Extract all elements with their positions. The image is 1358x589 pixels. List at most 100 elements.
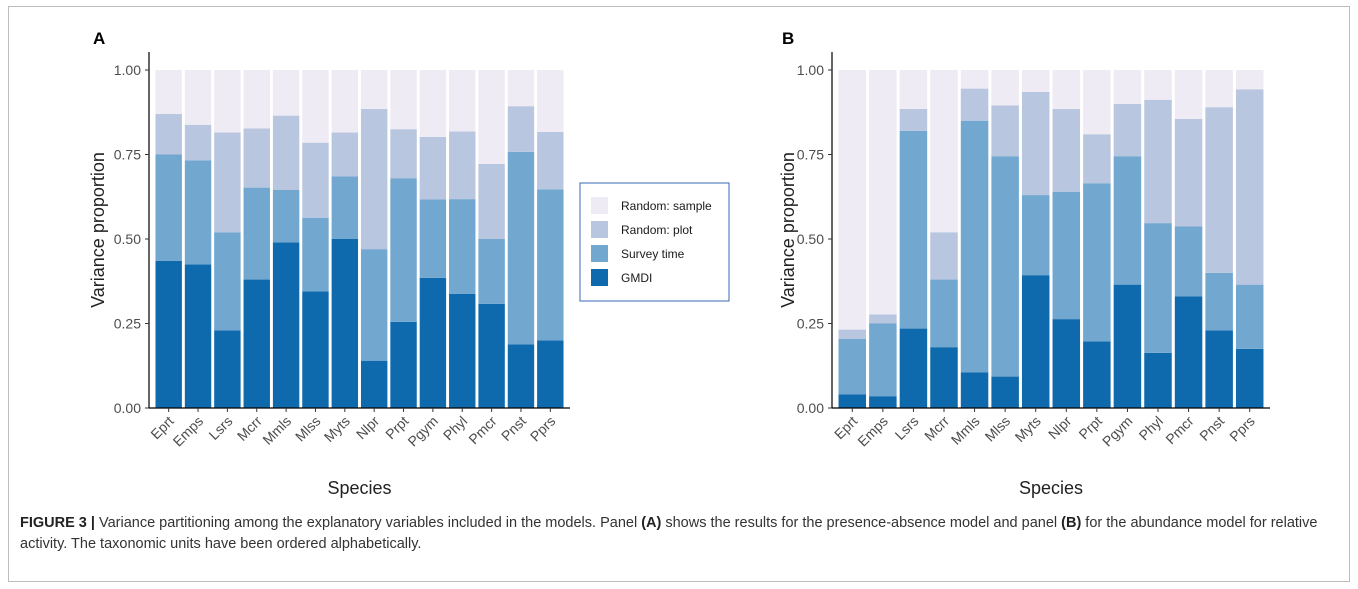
bar-b-nlpr-gmdi [1052, 319, 1081, 408]
x-tick-label-b-nlpr: Nlpr [1045, 413, 1075, 443]
bar-a-eprt-random-plot [155, 113, 182, 155]
bar-a-nlpr-random-sample [360, 70, 388, 109]
bar-a-pgym-gmdi [419, 277, 447, 408]
x-tick-label-a-phyl: Phyl [440, 413, 471, 444]
caption-panel-b: (B) [1061, 515, 1082, 531]
bar-a-phyl-random-plot [449, 131, 476, 200]
x-tick-label-a-mlss: Mlss [292, 413, 324, 445]
y-axis-title-b: Variance proportion [778, 152, 798, 308]
bar-b-prpt-survey-time [1083, 183, 1111, 342]
x-tick-label-b-mmls: Mmls [948, 413, 983, 448]
bar-a-myts-survey-time [331, 176, 359, 239]
bar-b-eprt-gmdi [838, 394, 867, 408]
y-axis-title-a: Variance proportion [88, 152, 108, 308]
bar-b-pnst-survey-time [1205, 272, 1233, 331]
bar-b-emps-random-plot [869, 314, 897, 324]
bar-b-pgym-survey-time [1113, 156, 1142, 285]
bar-b-pnst-gmdi [1205, 330, 1233, 408]
bar-a-mcrr-survey-time [243, 187, 270, 280]
bar-a-mcrr-random-sample [243, 70, 270, 129]
bar-b-pprs-random-plot [1235, 89, 1264, 285]
bar-b-eprt-random-plot [838, 329, 867, 339]
x-tick-label-b-pprs: Pprs [1226, 413, 1258, 445]
caption-text-2: shows the results for the presence-absen… [661, 515, 1062, 531]
legend-key-survey-time [591, 245, 608, 262]
y-tick-label-b-0-75: 0.75 [797, 147, 824, 163]
bar-a-pmcr-random-plot [478, 163, 505, 239]
bar-a-pprs-gmdi [537, 340, 564, 408]
bar-a-mlss-random-sample [302, 70, 329, 143]
bar-b-pgym-random-sample [1113, 70, 1142, 104]
y-tick-label-a-0-25: 0.25 [114, 316, 141, 332]
bar-b-mlss-random-sample [991, 70, 1019, 106]
bar-b-nlpr-survey-time [1052, 191, 1081, 320]
y-tick-label-a-0-00: 0.00 [114, 400, 141, 416]
bar-b-pprs-random-sample [1235, 70, 1264, 90]
caption-text-1: Variance partitioning among the explanat… [94, 515, 642, 531]
bar-b-pnst-random-sample [1205, 70, 1233, 108]
bar-a-pprs-random-sample [537, 70, 564, 132]
bar-b-prpt-gmdi [1083, 341, 1111, 408]
bar-a-pgym-survey-time [419, 199, 447, 278]
bar-a-nlpr-survey-time [360, 249, 388, 361]
bar-a-pnst-survey-time [507, 151, 535, 345]
y-tick-label-b-1-00: 1.00 [797, 62, 824, 78]
bar-a-lsrs-random-sample [214, 70, 241, 133]
bar-a-nlpr-random-plot [360, 108, 388, 250]
bar-b-myts-gmdi [1021, 275, 1050, 408]
legend-label-random-sample: Random: sample [621, 199, 712, 213]
panel-a-label: A [93, 29, 105, 48]
bar-b-emps-gmdi [869, 396, 897, 408]
bar-b-phyl-random-sample [1144, 70, 1172, 100]
y-tick-label-a-0-75: 0.75 [114, 147, 141, 163]
bar-a-mmls-survey-time [272, 189, 300, 243]
bar-b-mmls-random-plot [960, 88, 989, 121]
legend-label-survey-time: Survey time [621, 247, 685, 261]
bar-a-pprs-random-plot [537, 131, 564, 190]
bar-b-lsrs-random-sample [899, 70, 928, 109]
bar-a-pgym-random-sample [419, 70, 447, 137]
bar-a-phyl-gmdi [449, 293, 476, 408]
bar-b-nlpr-random-sample [1052, 70, 1081, 109]
bar-a-emps-random-plot [184, 124, 212, 161]
bar-b-emps-survey-time [869, 323, 897, 397]
bar-a-eprt-gmdi [155, 260, 182, 408]
bar-b-mmls-survey-time [960, 120, 989, 373]
bar-b-myts-random-plot [1021, 91, 1050, 196]
figure-caption: FIGURE 3 | Variance partitioning among t… [20, 513, 1330, 555]
bar-a-mmls-random-sample [272, 70, 300, 116]
bar-b-pmcr-survey-time [1174, 226, 1203, 297]
x-axis-title-b: Species [1019, 478, 1083, 498]
bar-a-eprt-random-sample [155, 70, 182, 114]
bar-b-pmcr-gmdi [1174, 296, 1203, 408]
legend-key-random-plot [591, 221, 608, 238]
bar-b-phyl-survey-time [1144, 223, 1172, 353]
bar-a-prpt-survey-time [390, 178, 417, 322]
bar-a-myts-random-plot [331, 132, 359, 177]
bar-b-phyl-random-plot [1144, 99, 1172, 224]
bar-b-phyl-gmdi [1144, 352, 1172, 408]
bar-a-phyl-random-sample [449, 70, 476, 132]
bar-a-pmcr-random-sample [478, 70, 505, 164]
bar-b-pgym-random-plot [1113, 103, 1142, 157]
bar-a-myts-gmdi [331, 239, 359, 408]
bar-b-mlss-random-plot [991, 105, 1019, 157]
bar-b-pprs-survey-time [1235, 284, 1264, 349]
bar-b-lsrs-gmdi [899, 328, 928, 408]
legend-label-gmdi: GMDI [621, 271, 652, 285]
x-tick-label-a-pmcr: Pmcr [465, 413, 500, 448]
bar-a-lsrs-survey-time [214, 232, 241, 331]
bar-b-mcrr-random-sample [930, 70, 958, 233]
bar-b-mcrr-survey-time [930, 279, 958, 348]
y-tick-label-a-1-00: 1.00 [114, 62, 141, 78]
bar-b-emps-random-sample [869, 70, 897, 315]
bar-a-pprs-survey-time [537, 189, 564, 341]
x-tick-label-b-lsrs: Lsrs [892, 413, 922, 443]
bar-b-lsrs-survey-time [899, 130, 928, 329]
bar-a-mcrr-gmdi [243, 279, 270, 408]
x-tick-label-b-myts: Myts [1012, 413, 1044, 445]
x-tick-label-b-pmcr: Pmcr [1162, 413, 1197, 448]
x-tick-label-a-pgym: Pgym [404, 413, 441, 450]
bar-a-pgym-random-plot [419, 136, 447, 200]
